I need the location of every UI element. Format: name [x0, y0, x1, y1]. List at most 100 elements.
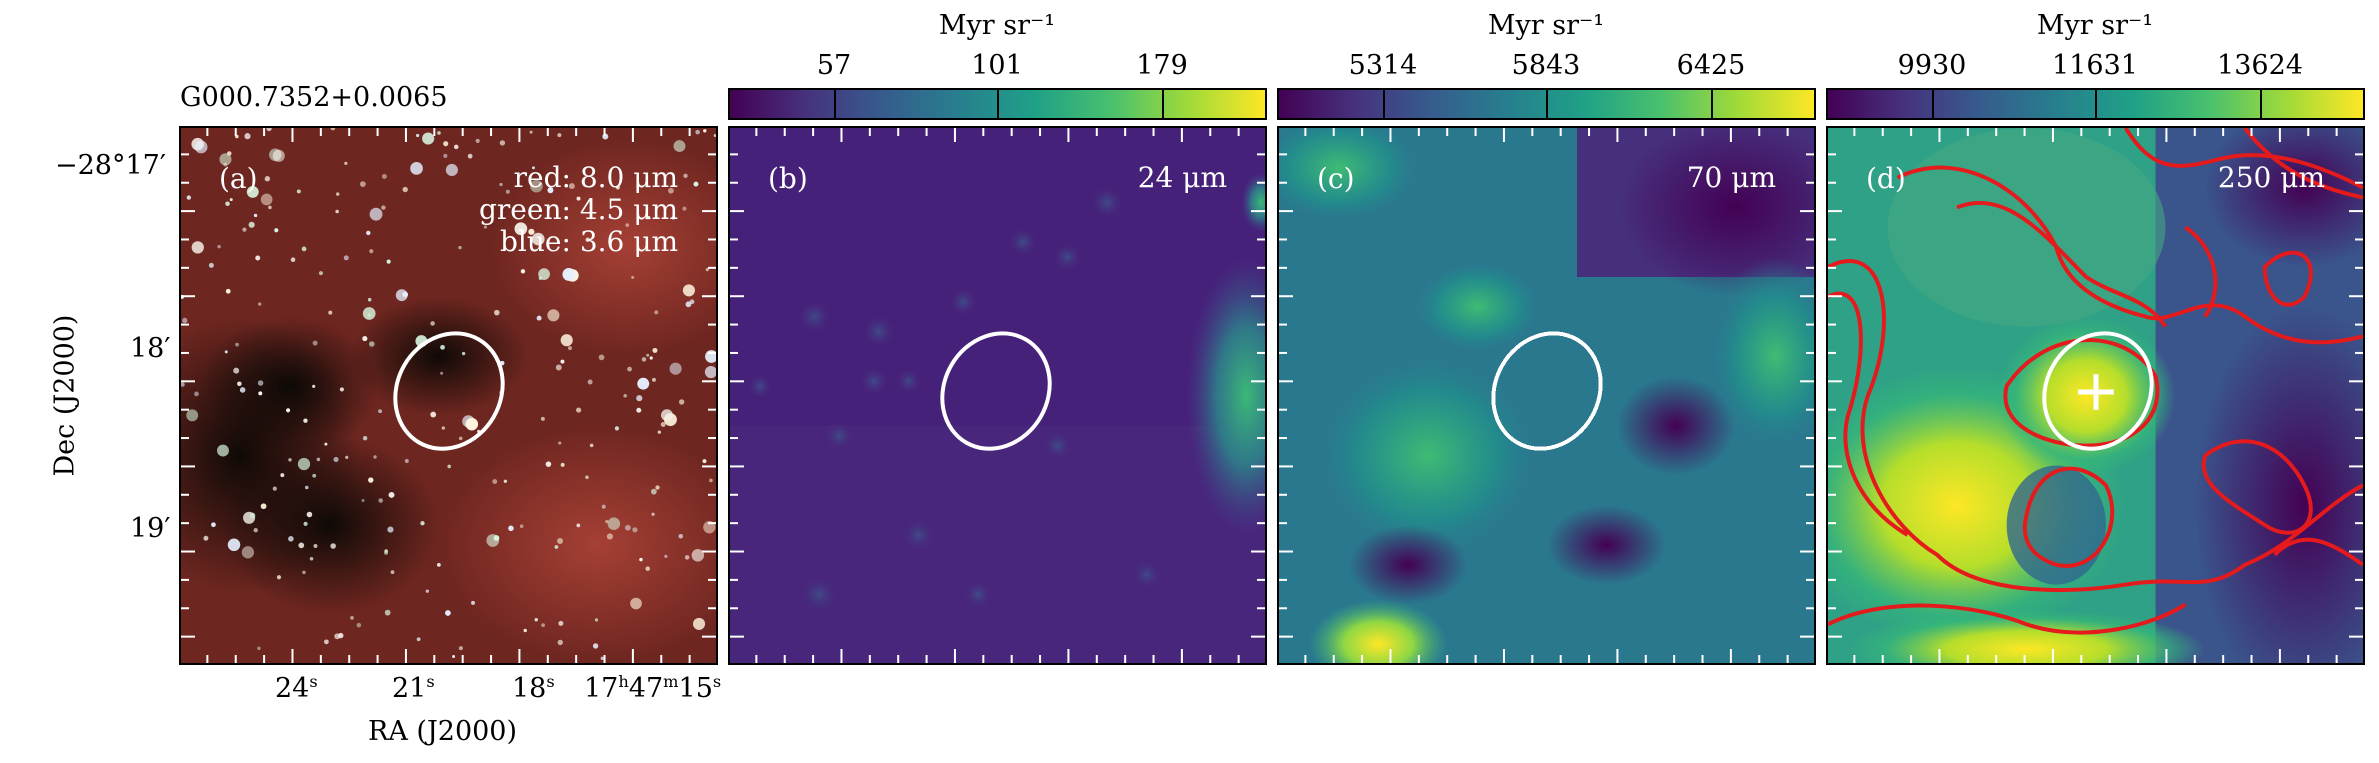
y-tick-label: 19′ — [130, 513, 171, 544]
star — [280, 473, 285, 478]
star — [235, 342, 239, 347]
colorbar-c-tick: 6425 — [1676, 50, 1746, 81]
star — [211, 522, 216, 528]
panel-c-70um-image: (c) 70 μm — [1277, 126, 1816, 665]
star — [475, 138, 480, 143]
star — [194, 140, 208, 154]
star — [257, 380, 264, 386]
star — [203, 535, 209, 541]
star — [312, 340, 318, 346]
star — [684, 555, 690, 560]
star — [241, 546, 255, 559]
star — [441, 426, 446, 430]
star — [695, 129, 700, 135]
panel-d-250um-image: (d) 250 μm — [1826, 126, 2365, 665]
star — [557, 538, 564, 544]
star — [356, 622, 362, 628]
panel-b-wavelength: 24 μm — [1137, 161, 1227, 194]
star — [239, 387, 246, 393]
star — [430, 321, 435, 326]
star — [186, 409, 199, 422]
star — [691, 549, 705, 562]
star — [253, 213, 258, 218]
star — [465, 417, 479, 431]
star — [253, 528, 258, 533]
panel-a-background — [181, 128, 716, 663]
panel-a-aperture — [393, 331, 505, 451]
star — [272, 486, 277, 491]
panel-c-label: (c) — [1317, 162, 1355, 195]
star — [384, 550, 389, 555]
star — [288, 536, 294, 542]
colorbar-c — [1277, 88, 1816, 120]
source-title: G000.7352+0.0065 — [180, 82, 448, 113]
star — [664, 554, 668, 558]
star — [436, 562, 441, 567]
star — [312, 473, 317, 478]
star — [443, 141, 449, 147]
star — [344, 161, 348, 165]
star — [598, 354, 605, 361]
star — [416, 637, 421, 642]
star — [288, 458, 292, 462]
star — [249, 512, 256, 518]
star — [508, 525, 514, 532]
star — [303, 418, 308, 423]
star — [503, 479, 508, 483]
star — [558, 620, 564, 626]
star — [437, 131, 441, 135]
star — [453, 144, 459, 150]
x-tick-label: 18s — [512, 672, 555, 704]
star — [624, 524, 631, 531]
star — [225, 201, 230, 207]
star — [651, 377, 656, 382]
panel-b-background — [730, 128, 1265, 663]
star — [373, 455, 377, 459]
star — [671, 215, 676, 220]
star — [636, 407, 642, 413]
star — [520, 269, 526, 274]
star — [388, 491, 395, 498]
star — [313, 543, 318, 548]
star — [528, 228, 535, 235]
star — [606, 533, 613, 540]
x-tick-label: 24s — [275, 672, 318, 704]
star — [668, 187, 674, 194]
star — [306, 511, 313, 518]
x-tick-label: 21s — [392, 672, 435, 704]
star — [258, 391, 263, 396]
star — [330, 128, 336, 131]
star — [276, 575, 282, 580]
star — [505, 189, 510, 194]
star — [286, 408, 291, 413]
star — [519, 524, 524, 529]
star — [467, 153, 473, 159]
star — [264, 176, 271, 182]
star — [703, 129, 707, 133]
star — [367, 297, 372, 302]
aperture-ellipse — [1491, 331, 1603, 451]
star — [387, 526, 394, 533]
star — [614, 426, 620, 431]
star — [641, 357, 647, 362]
star — [562, 267, 576, 281]
star — [615, 185, 620, 190]
star — [557, 133, 562, 138]
star — [594, 618, 599, 622]
star — [335, 209, 339, 214]
star — [301, 246, 307, 252]
star — [560, 334, 573, 347]
star — [324, 442, 328, 446]
star — [682, 284, 695, 297]
star — [381, 205, 386, 210]
star — [233, 367, 240, 374]
star — [378, 409, 383, 414]
colorbar-c-tick: 5843 — [1511, 50, 1581, 81]
panel-d-wavelength: 250 μm — [2217, 161, 2325, 194]
star — [645, 566, 650, 571]
star — [554, 545, 559, 549]
star — [181, 382, 185, 387]
star — [531, 166, 535, 170]
star — [627, 366, 632, 372]
star — [458, 245, 462, 250]
